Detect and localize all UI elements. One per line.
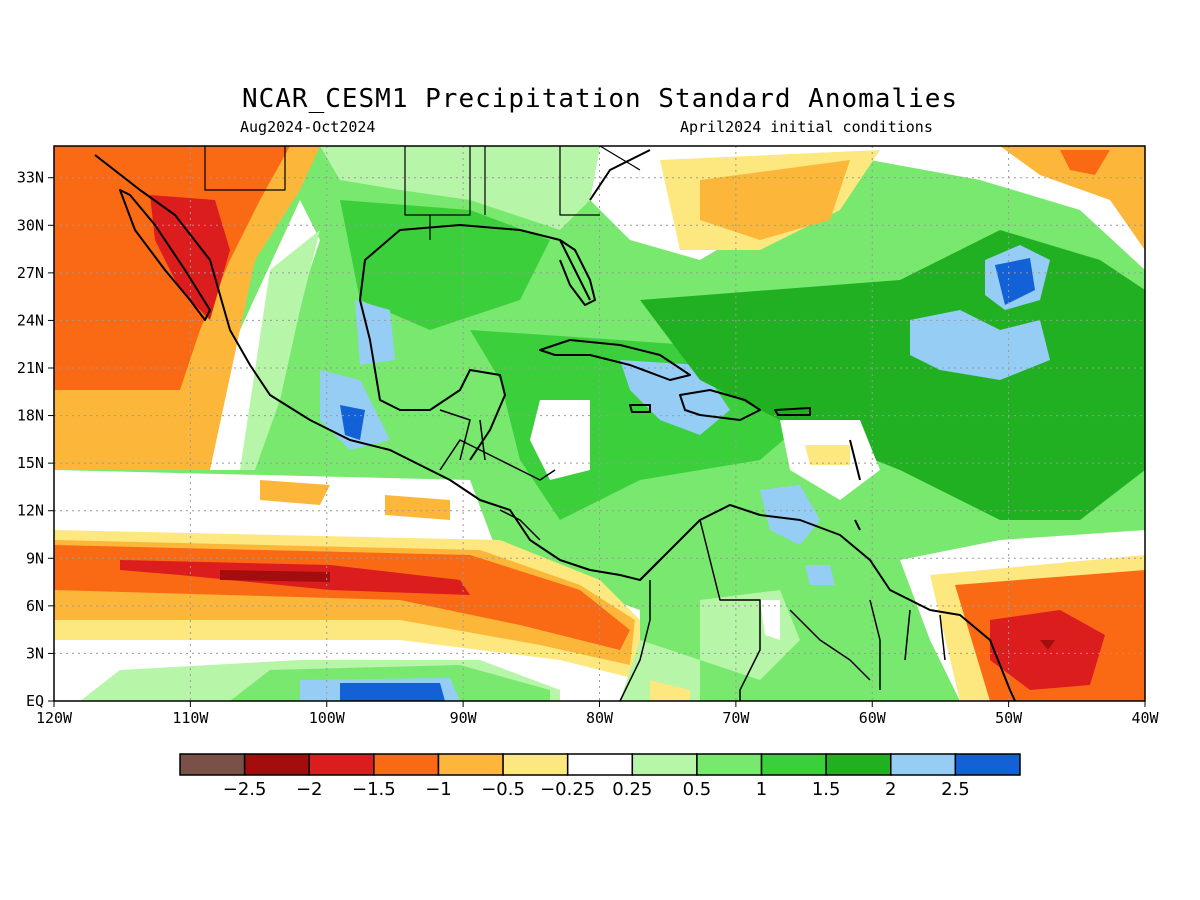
jamaica [629,404,651,413]
equatorial-dark-blue [340,683,445,701]
gulf-blue [355,300,395,365]
baja-peninsula [119,189,211,321]
mexico-dark-blue [340,405,365,440]
legend-swatch [566,753,634,776]
legend-swatch [502,753,569,776]
lat-label: 12N [17,502,44,520]
se-atlantic-darkred [1040,640,1055,650]
lat-label: 3N [26,644,44,662]
legend-label: −0.5 [481,779,525,800]
atlantic-dark-blue [995,258,1035,305]
sa-white [760,600,780,640]
legend-label: −0.25 [540,779,595,800]
lon-label: 80W [586,709,614,727]
map-title: NCAR_CESM1 Precipitation Standard Anomal… [241,84,959,114]
lat-label: 21N [17,359,44,377]
legend-swatch [825,753,892,776]
se-atlantic-red [990,610,1105,690]
lon-label: 40W [1131,709,1159,727]
colombia-yellow [650,680,690,701]
legend-label: −2.5 [223,779,267,800]
us-southeast-light [320,146,600,230]
legend-swatch [631,753,698,776]
legend-label: 2.5 [941,779,970,800]
longitude-axis: 120W 110W 100W 90W 80W 70W 60W 50W 40W [36,701,1160,727]
florida [559,239,596,306]
us-atlantic-coast [589,149,651,201]
hispaniola [679,389,761,421]
sa-north-blue-2 [805,565,835,585]
legend-label: 1 [756,779,767,800]
pacific-darkred-core [220,570,330,582]
us-state-lines [204,145,641,240]
coastlines [94,145,1016,702]
dry-ne-corner-core [1060,150,1110,175]
lon-label: 120W [36,709,73,727]
pacific-mid-orange-2 [385,495,450,520]
anomaly-field [54,146,1145,701]
lat-label: 9N [26,549,44,567]
legend-swatch [696,753,763,776]
legend-label: −2 [296,779,323,800]
legend-swatch [890,753,957,776]
legend-swatch [760,753,827,776]
lon-label: 50W [995,709,1023,727]
caribbean-white [530,400,590,480]
initial-conditions: April2024 initial conditions [680,118,933,136]
lon-label: 90W [450,709,478,727]
north-america-coast [94,154,661,581]
cuba [539,339,691,381]
central-america-inner [439,409,556,541]
legend-swatch [954,753,1021,776]
dry-baja-core [150,195,230,320]
latitude-axis: EQ 3N 6N 9N 12N 15N 18N 21N 24N 27N 30N 33N [17,169,54,710]
lat-label: 18N [17,407,44,425]
lat-label: 24N [17,311,44,329]
legend-label: 0.25 [612,779,652,800]
legend-swatch [308,753,375,776]
puerto-rico [774,407,811,416]
forecast-period: Aug2024-Oct2024 [240,118,376,136]
lat-label: 27N [17,264,44,282]
legend-swatch [437,753,504,776]
lon-label: 60W [859,709,887,727]
windward-islands [849,439,861,531]
lat-label: EQ [26,692,44,710]
legend-swatch [179,753,246,776]
sa-north-blue [760,485,820,545]
colombia-light [620,640,700,701]
legend-swatch [373,753,440,776]
light-mexico-coast [240,230,320,470]
dry-ne-corner [1000,146,1145,250]
atlantic-blue [910,310,1050,380]
windward-yellow [805,445,850,465]
lon-label: 70W [722,709,750,727]
color-legend: −2.5 −2 −1.5 −1 −0.5 −0.25 0.25 0.5 1 1.5 2 2.5 [179,753,1021,800]
legend-label: −1 [425,779,452,800]
lon-label: 100W [309,709,346,727]
legend-swatch [243,753,310,776]
south-america-coast [639,504,1016,702]
south-america-borders [619,519,946,702]
pacific-mid-orange [260,480,330,505]
lon-label: 110W [172,709,209,727]
legend-label: 2 [885,779,896,800]
lat-label: 15N [17,454,44,472]
dry-northeast-orange [700,160,850,240]
legend-label: −1.5 [352,779,396,800]
gulf-coast [359,224,591,461]
lat-label: 30N [17,216,44,234]
legend-label: 0.5 [683,779,712,800]
lat-label: 6N [26,597,44,615]
gulf-green [340,200,550,330]
lat-label: 33N [17,169,44,187]
graticule [54,146,1145,701]
legend-label: 1.5 [812,779,841,800]
